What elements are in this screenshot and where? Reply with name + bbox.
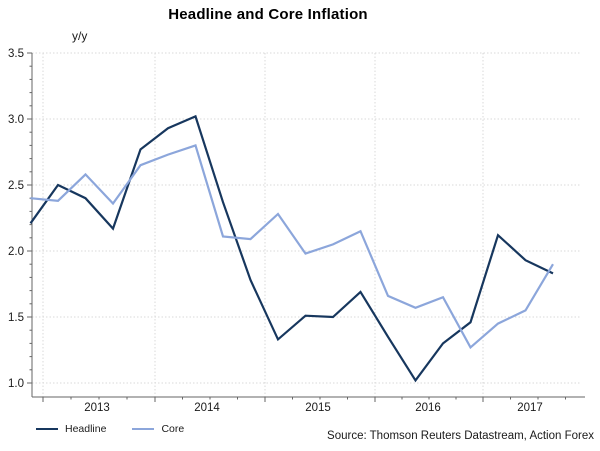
svg-text:2.0: 2.0 — [8, 246, 24, 258]
headline-series-line — [29, 114, 554, 383]
y-gridlines — [32, 52, 580, 384]
core-series-line — [30, 143, 554, 350]
legend-item-core: Core — [132, 423, 184, 435]
svg-text:2014: 2014 — [194, 402, 220, 414]
x-tick-labels: 2013 2014 2015 2016 2017 — [84, 402, 543, 414]
svg-text:3.0: 3.0 — [8, 114, 24, 126]
chart-legend: Headline Core — [36, 423, 184, 435]
y-axis-ticks — [27, 52, 32, 384]
legend-label-headline: Headline — [65, 423, 107, 435]
chart-title: Headline and Core Inflation — [168, 6, 368, 23]
x-axis-ticks — [42, 397, 566, 402]
svg-text:2016: 2016 — [415, 402, 441, 414]
core-line-swatch — [132, 428, 155, 430]
svg-text:1.5: 1.5 — [8, 312, 24, 324]
source-credit: Source: Thomson Reuters Datastream, Acti… — [327, 430, 594, 442]
headline-line-swatch — [36, 428, 58, 430]
y-tick-labels: 3.5 3.0 2.5 2.0 1.5 1.0 — [8, 48, 24, 390]
svg-text:2013: 2013 — [84, 402, 110, 414]
svg-text:1.0: 1.0 — [8, 378, 24, 390]
svg-text:2015: 2015 — [305, 402, 331, 414]
y-axis-unit-label: y/y — [72, 29, 88, 43]
svg-text:2.5: 2.5 — [8, 180, 24, 192]
svg-text:2017: 2017 — [517, 402, 543, 414]
svg-text:3.5: 3.5 — [8, 48, 24, 60]
legend-item-headline: Headline — [36, 423, 106, 435]
legend-label-core: Core — [161, 423, 185, 435]
